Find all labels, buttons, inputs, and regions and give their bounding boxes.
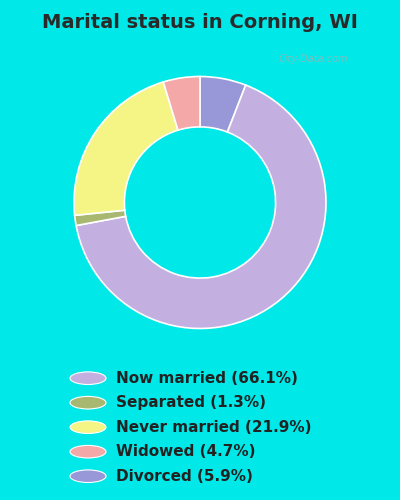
- Wedge shape: [200, 76, 246, 132]
- Circle shape: [70, 470, 106, 482]
- Text: Marital status in Corning, WI: Marital status in Corning, WI: [42, 12, 358, 32]
- Wedge shape: [163, 76, 200, 130]
- Circle shape: [70, 396, 106, 409]
- Wedge shape: [76, 85, 326, 328]
- Circle shape: [70, 421, 106, 434]
- Wedge shape: [74, 82, 178, 216]
- Circle shape: [70, 446, 106, 458]
- Text: Widowed (4.7%): Widowed (4.7%): [116, 444, 256, 459]
- Text: City-Data.com: City-Data.com: [278, 54, 348, 64]
- Text: Divorced (5.9%): Divorced (5.9%): [116, 468, 253, 483]
- Text: Separated (1.3%): Separated (1.3%): [116, 395, 266, 410]
- Text: Never married (21.9%): Never married (21.9%): [116, 420, 312, 434]
- Wedge shape: [75, 210, 126, 226]
- Circle shape: [70, 372, 106, 384]
- Text: Now married (66.1%): Now married (66.1%): [116, 370, 298, 386]
